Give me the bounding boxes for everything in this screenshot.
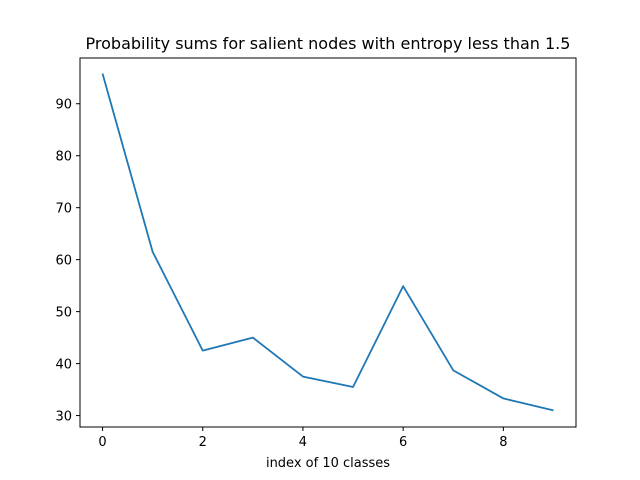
x-tick-label: 2 — [199, 435, 207, 450]
axes-frame — [79, 57, 577, 428]
y-tick-label: 50 — [55, 306, 72, 321]
y-tick-label: 60 — [55, 254, 72, 269]
y-tick-label: 30 — [55, 410, 72, 425]
x-tick-label: 4 — [299, 435, 307, 450]
y-tick-label: 70 — [55, 202, 72, 217]
x-tick-label: 0 — [98, 435, 106, 450]
plot-area — [101, 73, 554, 412]
y-tick-label: 80 — [55, 150, 72, 165]
chart-title: Probability sums for salient nodes with … — [86, 34, 571, 53]
y-tick-label: 90 — [55, 98, 72, 113]
x-tick-label: 6 — [399, 435, 407, 450]
series-line-0 — [101, 73, 554, 412]
x-axis: 0 2 4 6 8 — [98, 427, 507, 450]
x-tick-label: 8 — [499, 435, 507, 450]
y-tick-label: 40 — [55, 358, 72, 373]
x-axis-label: index of 10 classes — [266, 456, 390, 471]
y-axis: 30 40 50 60 70 80 90 — [55, 98, 80, 425]
